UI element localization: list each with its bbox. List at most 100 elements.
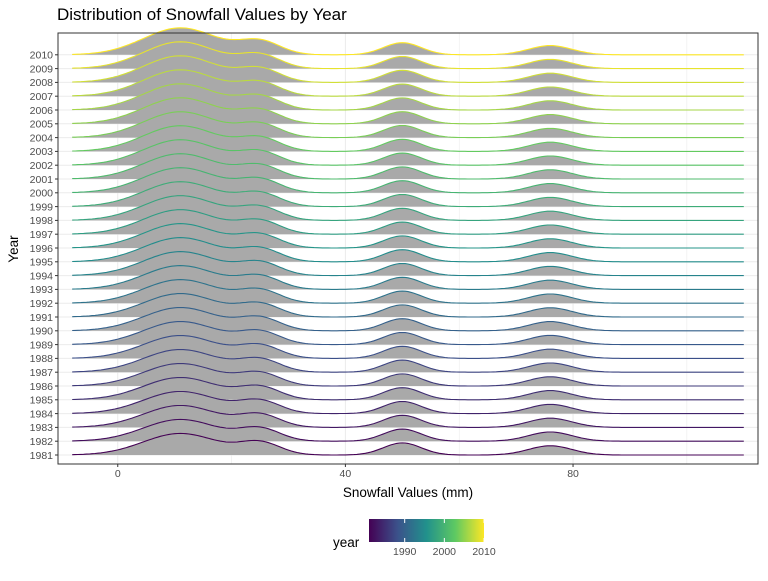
ridge-area-2003 [72,125,744,152]
y-tick-label: 1987 [30,367,54,379]
y-tick-label: 1981 [30,450,54,462]
ridges [72,27,744,456]
legend-ticks: 1990 2000 2010 [393,519,496,558]
y-tick-label: 1983 [30,422,54,434]
y-tick-label: 2003 [30,146,54,158]
ridge-line-1995 [72,237,744,263]
ridge-area-1993 [72,265,744,290]
legend-colorbar [369,519,484,542]
ridge-line-2010 [72,27,744,56]
ridge-line-2009 [72,41,744,70]
legend-title: year [333,535,360,550]
ridge-area-2006 [72,83,744,110]
y-tick-label: 2006 [30,105,54,117]
ridge-area-2007 [72,69,744,97]
y-tick-label: 1988 [30,353,54,365]
x-tick-label: 0 [115,468,121,480]
ridge-area-2005 [72,97,744,124]
y-tick-label: 2009 [30,63,54,75]
chart-title: Distribution of Snowfall Values by Year [57,5,347,24]
ridge-area-1982 [72,419,744,442]
legend-tick-label: 1990 [393,546,417,558]
ridge-line-2006 [72,83,744,111]
y-tick-label: 1995 [30,257,54,269]
x-axis-title: Snowfall Values (mm) [343,485,473,500]
ridge-area-2009 [72,41,744,69]
y-tick-label: 1999 [30,201,54,213]
legend: year 1990 2000 2010 [333,519,496,558]
x-tick-label: 80 [567,468,579,480]
y-tick-label: 2001 [30,174,54,186]
y-tick-label: 2008 [30,77,54,89]
y-tick-label: 1997 [30,229,54,241]
ridge-line-2003 [72,125,744,152]
ridge-area-2004 [72,111,744,138]
ridge-area-1995 [72,237,744,262]
legend-tick-label: 2010 [472,546,496,558]
ridge-line-1993 [72,265,744,290]
ridge-line-1996 [72,223,744,249]
y-tick-label: 1989 [30,339,54,351]
ridge-line-1983 [72,404,744,428]
y-tick-label: 1993 [30,284,54,296]
ridge-line-2004 [72,111,744,139]
ridge-line-2007 [72,69,744,97]
y-tick-label: 1982 [30,436,54,448]
ridge-area-1981 [72,433,744,455]
y-tick-label: 2000 [30,188,54,200]
ridge-line-1998 [72,195,744,221]
y-tick-label: 1985 [30,395,54,407]
y-tick-label: 2010 [30,50,54,62]
ridge-line-1999 [72,181,744,208]
x-ticks: 0 40 80 [115,464,579,480]
ridge-area-1992 [72,279,744,304]
ridge-line-2000 [72,167,744,194]
y-tick-label: 1998 [30,215,54,227]
ridge-line-1982 [72,418,744,442]
ridge-area-1983 [72,405,744,428]
ridge-line-1987 [72,348,744,373]
y-tick-label: 1986 [30,381,54,393]
ridge-line-1997 [72,209,744,235]
x-tick-label: 40 [340,468,352,480]
y-axis-title: Year [6,235,21,263]
ridge-area-2008 [72,55,744,83]
ridge-line-1989 [72,320,744,346]
ridge-line-2002 [72,139,744,166]
y-tick-label: 1984 [30,408,54,420]
legend-tick-label: 2000 [433,546,457,558]
y-tick-label: 1991 [30,312,54,324]
ridge-area-2002 [72,139,744,166]
ridge-line-1991 [72,293,744,318]
ridge-line-1994 [72,251,744,277]
ridge-area-1996 [72,223,744,248]
ridge-line-1988 [72,334,744,359]
ridge-line-1981 [72,432,744,456]
ridge-line-1992 [72,279,744,304]
ridge-line-2008 [72,55,744,83]
y-tick-label: 1996 [30,243,54,255]
ridge-area-2001 [72,153,744,179]
ridge-line-2001 [72,153,744,180]
ridge-line-1984 [72,390,744,415]
y-tick-label: 2007 [30,91,54,103]
y-tick-label: 2004 [30,132,54,144]
ridge-line-1986 [72,362,744,387]
y-tick-label: 1990 [30,326,54,338]
ridge-area-2000 [72,167,744,193]
ridge-line-2005 [72,97,744,125]
ridge-area-1997 [72,209,744,235]
ridge-line-1990 [72,307,744,332]
ridge-area-1994 [72,251,744,276]
y-tick-label: 1994 [30,270,54,282]
y-tick-label: 2005 [30,119,54,131]
ridge-area-1991 [72,293,744,317]
ridge-area-2010 [72,27,744,55]
ridge-line-1985 [72,376,744,401]
ridge-area-1999 [72,181,744,207]
y-tick-label: 2002 [30,160,54,172]
y-tick-label: 1992 [30,298,54,310]
